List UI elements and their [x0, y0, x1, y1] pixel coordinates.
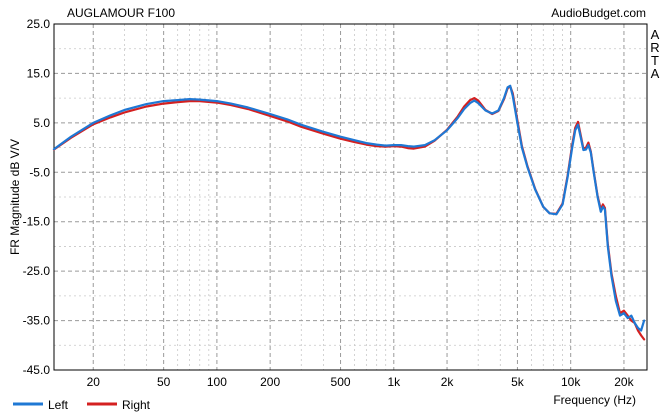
legend-label-right: Right [122, 398, 151, 412]
x-tick-label: 50 [157, 375, 171, 389]
y-tick-label: 15.0 [27, 66, 51, 80]
y-tick-label: -25.0 [23, 264, 51, 278]
y-tick-label: 5.0 [33, 116, 50, 130]
legend-label-left: Left [48, 398, 69, 412]
chart-title: AUGLAMOUR F100 [67, 6, 175, 20]
x-tick-label: 20k [614, 375, 634, 389]
y-axis-label: FR Magnitude dB V/V [8, 139, 22, 255]
x-tick-label: 5k [511, 375, 525, 389]
x-tick-label: 2k [441, 375, 455, 389]
y-tick-label: -15.0 [23, 215, 51, 229]
side-label: A R T A [650, 27, 659, 81]
y-tick-label: -35.0 [23, 314, 51, 328]
data-series [52, 84, 646, 341]
x-tick-label: 1k [387, 375, 401, 389]
y-tick-label: -45.0 [23, 363, 51, 377]
x-tick-label: 200 [260, 375, 280, 389]
y-tick-label: -5.0 [29, 165, 50, 179]
x-tick-label: 10k [561, 375, 581, 389]
tick-labels: 20 50 100 200 500 1k 2k 5k 10k 20k 25.0 15.0 5.0 -5.0… [23, 17, 635, 389]
x-tick-label: 20 [87, 375, 101, 389]
x-axis-label: Frequency (Hz) [553, 393, 636, 407]
series-line-left [52, 84, 646, 332]
source-label: AudioBudget.com [551, 6, 646, 20]
side-label-letter: T [651, 53, 659, 68]
y-tick-label: 25.0 [27, 17, 51, 31]
plot-frame [53, 23, 648, 371]
side-label-letter: A [651, 27, 660, 42]
legend: Left Right [13, 398, 151, 412]
x-tick-label: 100 [207, 375, 227, 389]
side-label-letter: A [651, 66, 660, 81]
x-tick-label: 500 [331, 375, 351, 389]
side-label-letter: R [650, 40, 659, 55]
